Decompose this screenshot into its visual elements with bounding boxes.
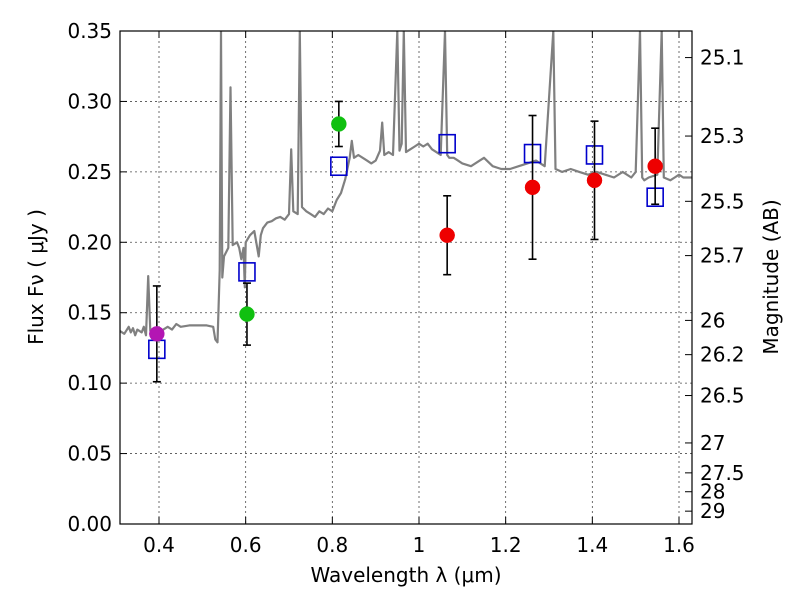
right-tick-label: 27	[700, 431, 725, 455]
markers-layer	[148, 100, 664, 383]
y-tick-label: 0.35	[67, 19, 112, 43]
photometry-point	[524, 179, 541, 196]
x-tick-label: 1	[413, 533, 426, 557]
y-tick-label: 0.30	[67, 89, 112, 113]
photometry-point	[149, 326, 165, 342]
x-tick-label: 0.4	[143, 533, 175, 557]
right-tick-label: 26.5	[700, 384, 745, 408]
right-tick-label: 25.1	[700, 46, 745, 70]
x-tick-label: 1.4	[576, 533, 608, 557]
y-axis-right-title-text: Magnitude (AB)	[759, 199, 783, 354]
plot-frame	[119, 30, 693, 525]
y-tick-label: 0.20	[67, 230, 112, 254]
right-tick-label: 25.7	[700, 244, 745, 268]
y-axis-title: Flux Fν ( μJy )	[24, 209, 48, 345]
spectrum-line	[120, 31, 692, 344]
photometry-point	[239, 306, 255, 322]
photometry-point	[586, 172, 603, 189]
right-tick-label: 26	[700, 308, 725, 332]
model-photometry-square	[238, 262, 256, 282]
right-tick-label: 28	[700, 480, 725, 504]
x-tick-label: 1.2	[490, 533, 522, 557]
x-axis-title: Wavelength λ (μm)	[310, 563, 501, 587]
y-tick-label: 0.05	[67, 442, 112, 466]
axis-ticks: 0.4 0.6 0.8 1 1.2 1.4 1.6 0.00 0.05 0.10 0.15 0.20 0…	[67, 19, 744, 557]
model-photometry-square	[330, 156, 348, 177]
model-photometry-square	[438, 133, 456, 154]
y-axis-title-text: Flux Fν ( μJy )	[24, 209, 48, 345]
x-tick-label: 1.6	[663, 533, 695, 557]
series-layer	[120, 31, 692, 344]
photometry-point	[331, 116, 347, 132]
x-tick-label: 0.8	[316, 533, 348, 557]
y-axis-right-title: Magnitude (AB)	[759, 199, 783, 354]
right-tick-label: 26.2	[700, 343, 745, 367]
y-tick-label: 0.10	[67, 371, 112, 395]
right-tick-label: 27.5	[700, 461, 745, 485]
photometry-point	[439, 227, 455, 243]
right-tick-label: 29	[700, 499, 725, 523]
right-tick-label: 25.5	[700, 189, 745, 213]
right-tick-label: 25.3	[700, 124, 745, 148]
y-tick-label: 0.15	[67, 301, 112, 325]
photometry-point	[647, 158, 663, 174]
y-tick-label: 0.00	[67, 512, 112, 536]
x-axis-title-text: Wavelength λ (μm)	[310, 563, 501, 587]
x-tick-label: 0.6	[230, 533, 262, 557]
y-tick-label: 0.25	[67, 160, 112, 184]
